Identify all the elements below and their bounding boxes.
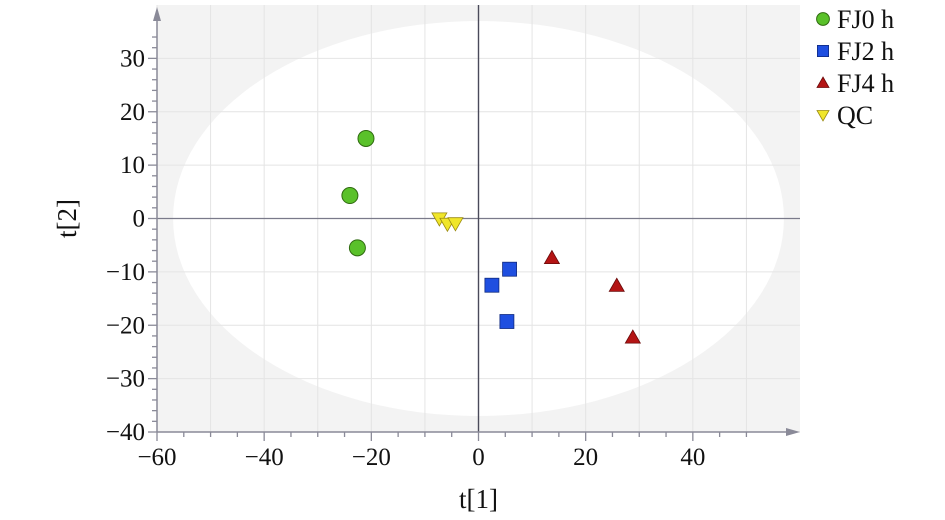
x-tick-label: 40 — [680, 444, 705, 471]
plot-area — [156, 5, 800, 433]
x-tick-label: −20 — [352, 444, 391, 471]
data-point-fj2-h — [484, 277, 500, 293]
y-tick-label: 20 — [120, 99, 145, 126]
legend-label-qc: QC — [837, 101, 873, 130]
legend-label-fj4-h: FJ4 h — [837, 69, 894, 98]
axes: −60 −40 −20 0 20 40−40−30−20−100102030t[1]t[2… — [52, 7, 800, 514]
legend-marker-fj4-h — [816, 76, 830, 88]
legend-label-fj2-h: FJ2 h — [837, 37, 894, 66]
legend-marker-fj2-h — [817, 45, 830, 58]
legend-marker-qc — [816, 110, 830, 122]
x-tick-label: −60 — [137, 444, 176, 471]
y-tick-label: 30 — [120, 45, 145, 72]
data-point-fj4-h — [543, 249, 561, 265]
x-tick-label: 20 — [573, 444, 598, 471]
y-tick-label: 0 — [133, 206, 146, 233]
data-point-fj2-h — [499, 314, 515, 329]
y-tick-label: −40 — [106, 419, 145, 446]
legend-label-fj0-h: FJ0 h — [837, 5, 894, 34]
data-point-fj0-h — [341, 187, 359, 205]
data-point-fj2-h — [502, 261, 517, 277]
data-point-fj0-h — [357, 129, 375, 147]
data-point-fj0-h — [348, 239, 366, 257]
x-tick-label: −40 — [245, 444, 284, 471]
y-axis-arrow — [153, 7, 161, 21]
y-axis-title: t[2] — [52, 199, 82, 238]
data-point-fj4-h — [624, 329, 642, 344]
x-axis-title: t[1] — [459, 484, 498, 514]
y-tick-label: −30 — [106, 366, 145, 393]
x-axis-arrow — [786, 428, 800, 436]
y-tick-label: 10 — [120, 152, 145, 179]
legend: FJ0 h FJ2 h FJ4 h QC — [816, 5, 894, 130]
x-tick-label: 0 — [472, 444, 485, 471]
data-point-fj4-h — [608, 277, 625, 292]
legend-marker-fj0-h — [816, 12, 830, 26]
y-tick-label: −10 — [106, 259, 145, 286]
data-point-qc — [447, 217, 464, 232]
y-tick-label: −20 — [106, 312, 145, 339]
